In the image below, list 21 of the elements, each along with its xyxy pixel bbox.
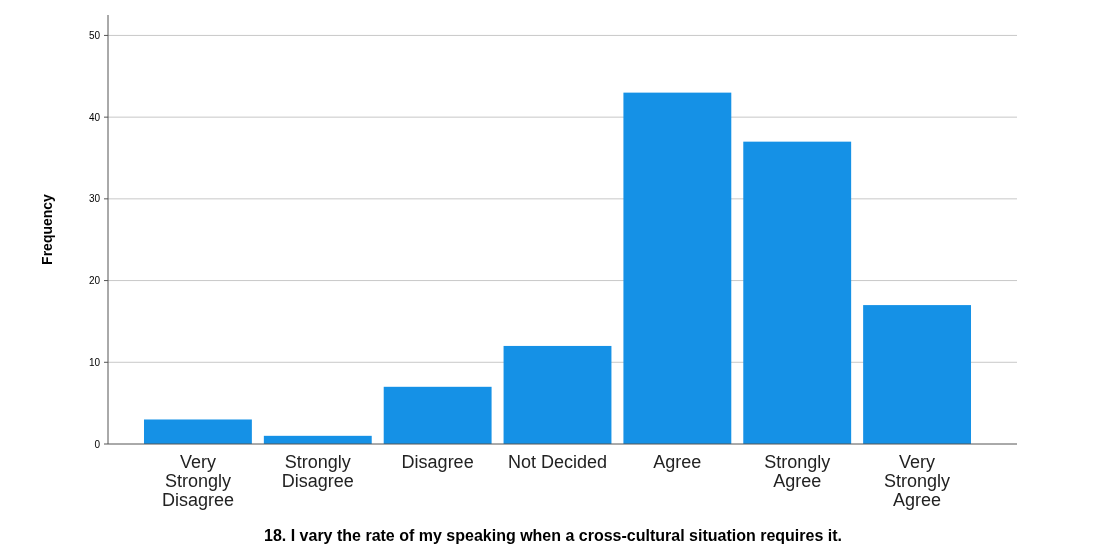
- x-tick-label: Very Strongly Disagree: [161, 452, 234, 510]
- bar: [503, 345, 612, 444]
- y-tick-label: 10: [88, 356, 101, 368]
- y-axis-title: Frequency: [39, 193, 55, 265]
- y-tick-label: 50: [88, 29, 101, 41]
- y-tick-label: 40: [88, 111, 101, 123]
- x-tick-label: Agree: [653, 452, 702, 472]
- bar: [383, 386, 492, 444]
- x-tick-label: Strongly Agree: [764, 452, 831, 491]
- y-tick-label: 20: [88, 275, 101, 287]
- x-tick-label: Not Decided: [507, 452, 608, 472]
- bar: [743, 141, 852, 444]
- x-tick-label: Very Strongly Agree: [884, 452, 951, 510]
- x-tick-label: Disagree: [401, 452, 474, 472]
- bar: [623, 92, 732, 444]
- y-tick-label: 0: [94, 438, 101, 450]
- x-tick-label: Strongly Disagree: [281, 452, 354, 491]
- x-axis-title: 18. I vary the rate of my speaking when a cross-cultural situation requires it.: [264, 527, 842, 544]
- bar: [143, 419, 252, 444]
- y-tick-label: 30: [88, 193, 101, 205]
- bar: [863, 305, 972, 444]
